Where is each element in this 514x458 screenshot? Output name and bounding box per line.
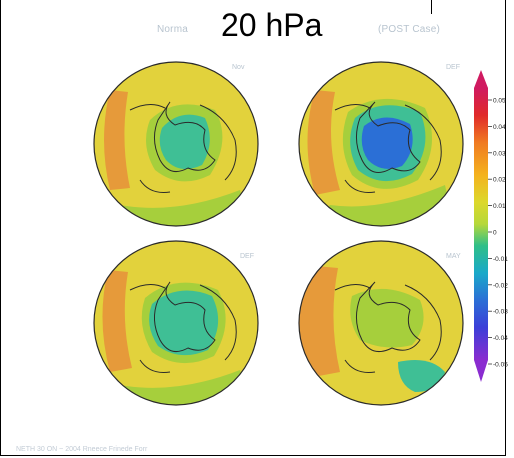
colorbar-top-arrow [474,70,488,88]
colorbar-tick-label: 0.02 [493,177,506,184]
panel-label-top-right: DEF [446,64,460,71]
colorbar-tick-label: -0.01 [493,256,508,263]
frame-tick [431,0,432,14]
colorbar-tick-label: -0.04 [493,335,508,342]
colorbar-tick-labels: 0.05 0.04 0.03 0.02 0.01 0 -0.01 -0.02 -0.03 -0.0… [488,98,508,369]
colorbar-tick-label: 0.05 [493,98,506,105]
panel-label-bottom-right: MAY [446,253,461,260]
background-title-left: Norma [157,24,189,35]
background-title-right: (POST Case) [378,24,441,35]
polar-map-bottom-right [299,241,463,405]
colorbar-bottom-arrow [474,360,488,382]
colorbar-tick-label: -0.03 [493,309,508,316]
polar-map-top-left [94,62,258,226]
colorbar-tick-label: 0 [493,230,497,237]
panel-label-top-left: Nov [232,64,245,71]
colorbar-gradient [474,88,488,360]
polar-map-bottom-left [94,241,258,405]
colorbar-tick-label: 0.01 [493,203,506,210]
polar-map-top-right [299,62,463,226]
colorbar: 0.05 0.04 0.03 0.02 0.01 0 -0.01 -0.02 -0.03 -0.0… [474,70,508,382]
panel-label-bottom-left: DEF [240,253,254,260]
map-outline-bottom-left [93,240,259,406]
pressure-level-title: 20 hPa [221,7,323,43]
colorbar-tick-label: -0.02 [493,282,508,289]
colorbar-tick-label: -0.05 [493,362,508,369]
colorbar-tick-label: 0.04 [493,124,506,131]
map-outline-top-left [93,61,259,227]
map-outline-bottom-right [298,240,464,406]
map-outline-top-right [298,61,464,227]
colorbar-tick-label: 0.03 [493,150,506,157]
figure-footer: NETH 30 ON ~ 2004 Rneece Frinede Forr [16,446,148,453]
background-title: Norma (POST Case) [157,24,440,35]
